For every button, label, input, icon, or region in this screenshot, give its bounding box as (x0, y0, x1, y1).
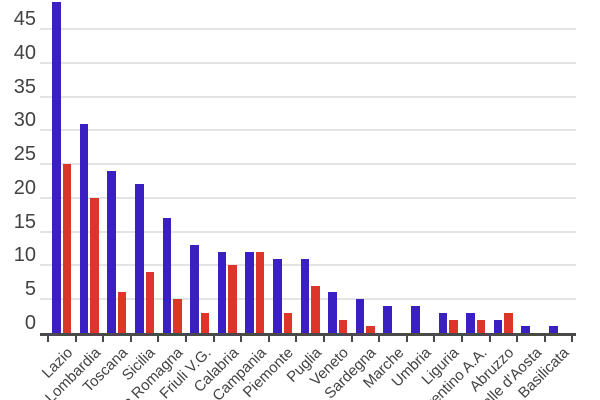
bar-blue-series-abruzzo (493, 319, 503, 333)
x-tick-3 (129, 336, 132, 342)
bar-red-series-friuli-v-g (200, 312, 210, 333)
x-tick-10 (323, 336, 325, 342)
bar-group-trentino-a-a (462, 0, 490, 333)
bar-group-toscana (103, 0, 131, 333)
bar-red-series-calabria (228, 265, 237, 333)
bar-group-liguria (434, 0, 462, 333)
bar-red-series-veneto (338, 319, 348, 333)
y-tick-label-35: 35 (13, 75, 36, 98)
x-tick-19 (571, 336, 574, 342)
bar-blue-series-umbria (411, 305, 420, 333)
bar-group-marche (379, 0, 407, 333)
bar-red-series-piemonte (283, 312, 293, 333)
bar-red-series-puglia (311, 285, 320, 333)
x-tick-17 (516, 336, 519, 342)
x-tick-15 (461, 336, 463, 342)
bar-blue-series-calabria (217, 251, 227, 333)
bar-group-calabria (214, 0, 242, 333)
x-tick-6 (212, 336, 215, 342)
x-tick-1 (74, 336, 77, 342)
x-tick-13 (405, 336, 408, 342)
bar-group-sicilia (131, 0, 159, 333)
y-tick-label-40: 40 (13, 41, 36, 64)
y-tick-label-20: 20 (13, 176, 36, 199)
bar-red-series-toscana (117, 292, 127, 333)
x-tick-11 (350, 336, 353, 342)
bar-group-umbria (407, 0, 435, 333)
bar-blue-series-basilicata (549, 326, 558, 333)
bar-blue-series-lazio (52, 2, 61, 333)
bar-blue-series-trentino-a-a (466, 312, 475, 333)
gridline-30 (40, 129, 576, 132)
bar-red-series-emilia-romagna (173, 299, 182, 333)
bar-group-lombardia (76, 0, 104, 333)
y-tick-label-0: 0 (24, 312, 36, 334)
y-tick-label-30: 30 (13, 109, 36, 132)
bar-group-emilia-romagna (158, 0, 186, 333)
bar-group-basilicata (545, 0, 573, 333)
gridline-20 (40, 196, 576, 199)
bar-group-abruzzo (490, 0, 518, 333)
x-tick-0 (47, 336, 49, 342)
gridline-25 (40, 163, 576, 166)
x-tick-9 (295, 336, 298, 342)
bar-red-series-abruzzo (504, 312, 513, 333)
bar-red-series-sicilia (145, 272, 155, 333)
bar-group-puglia (296, 0, 324, 333)
bar-blue-series-friuli-v-g (190, 245, 199, 333)
x-tick-8 (267, 336, 270, 342)
bar-red-series-sardegna (366, 326, 375, 333)
x-tick-7 (240, 336, 243, 342)
gridline-40 (40, 61, 576, 64)
x-tick-16 (488, 336, 491, 342)
x-tick-18 (543, 336, 546, 342)
bar-group-lazio (48, 0, 76, 333)
bar-blue-series-lombardia (79, 123, 89, 333)
bar-group-piemonte (269, 0, 297, 333)
x-axis-line (40, 333, 576, 336)
x-tick-2 (102, 336, 105, 342)
bar-blue-series-valle-d-aosta (521, 326, 530, 333)
y-tick-label-25: 25 (13, 143, 36, 166)
bar-red-series-campania (255, 251, 265, 333)
bar-blue-series-sardegna (355, 299, 365, 333)
bar-red-series-lombardia (90, 197, 99, 333)
y-tick-label-5: 5 (24, 278, 36, 301)
x-tick-4 (157, 336, 160, 342)
bar-blue-series-marche (383, 305, 392, 333)
y-tick-label-10: 10 (13, 244, 36, 267)
bar-blue-series-toscana (107, 170, 116, 333)
x-tick-12 (378, 336, 381, 342)
y-tick-label-15: 15 (13, 210, 36, 233)
gridline-15 (40, 230, 576, 233)
bar-blue-series-liguria (438, 312, 448, 333)
bar-blue-series-veneto (328, 292, 337, 333)
bar-blue-series-emilia-romagna (162, 218, 172, 333)
bar-red-series-trentino-a-a (476, 319, 486, 333)
bar-red-series-liguria (449, 319, 458, 333)
x-tick-5 (185, 336, 187, 342)
bar-red-series-lazio (62, 164, 72, 333)
bar-blue-series-sicilia (135, 184, 144, 333)
x-tick-14 (433, 336, 436, 342)
bar-group-campania (241, 0, 269, 333)
bar-group-friuli-v-g (186, 0, 214, 333)
bar-group-veneto (324, 0, 352, 333)
y-tick-label-45: 45 (13, 8, 36, 31)
bar-group-valle-d-aosta (517, 0, 545, 333)
bar-group-sardegna (352, 0, 380, 333)
bar-blue-series-puglia (300, 258, 310, 333)
bar-blue-series-campania (245, 251, 254, 333)
gridline-35 (40, 95, 576, 98)
gridline-45 (40, 28, 576, 31)
bar-blue-series-piemonte (273, 258, 282, 333)
